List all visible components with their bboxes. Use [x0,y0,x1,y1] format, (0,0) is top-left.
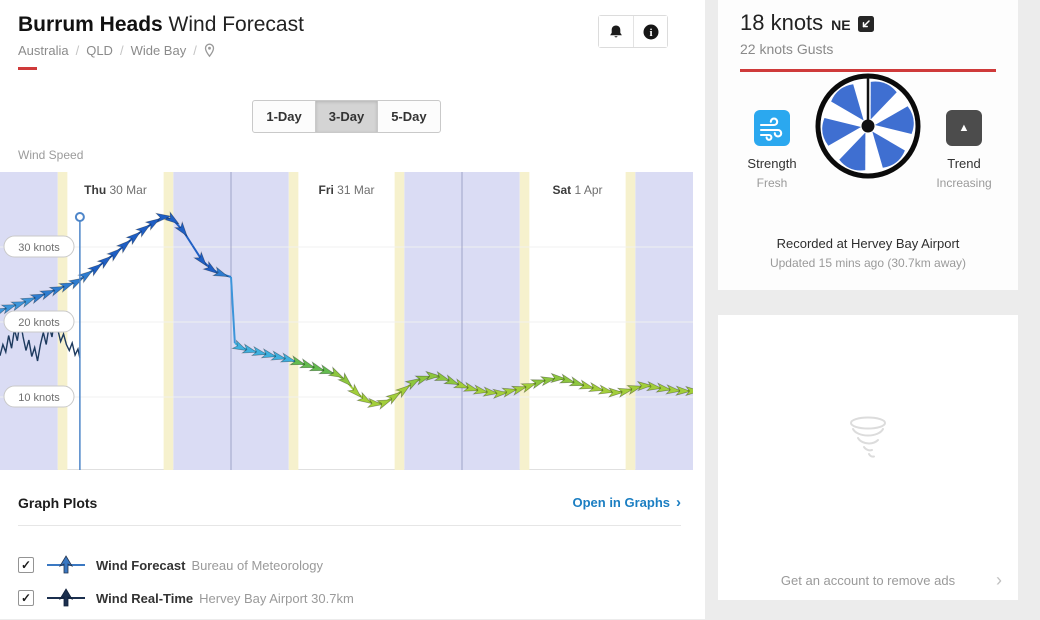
legend-source: Hervey Bay Airport 30.7km [199,590,354,606]
accent-underline [18,67,37,70]
header: Burrum Heads Wind Forecast Australia / QL… [0,0,705,70]
check-icon: ✓ [20,591,32,605]
recorded-at: Recorded at Hervey Bay Airport [776,236,960,251]
accent-divider [740,69,996,72]
strength-label: Strength [747,156,797,171]
trend-up-icon: ▲ [946,110,982,146]
info-button[interactable]: i [633,16,667,47]
remove-ads-link[interactable]: Get an account to remove ads › [718,570,1018,590]
strength-value: Fresh [756,176,788,190]
trend-gauge: ▲ Trend Increasing [928,110,1000,190]
breadcrumb-separator: / [75,43,80,58]
legend-row-wind-realtime: ✓ Wind Real-Time Hervey Bay Airport 30.7… [18,587,354,609]
ad-placeholder-card: Get an account to remove ads › [718,315,1018,600]
breadcrumb-wide-bay[interactable]: Wide Bay [130,43,187,58]
check-icon: ✓ [20,558,32,572]
trend-value: Increasing [936,176,992,190]
wind-realtime-plot-icon [47,588,85,607]
current-gusts: 22 knots Gusts [740,41,834,57]
wind-speed-chart[interactable]: Thu 30 Mar Fri 31 Mar Sat 1 Apr 30 knots 20 … [0,172,702,470]
open-in-graphs-link[interactable]: Open in Graphs › [572,494,681,511]
legend-label: Wind Real-Time [96,590,194,606]
svg-text:Thu 30 Mar: Thu 30 Mar [84,183,147,197]
tab-1-day[interactable]: 1-Day [252,100,316,133]
legend-label: Wind Forecast [96,557,186,573]
breadcrumb: Australia / QLD / Wide Bay / [18,43,687,58]
breadcrumb-separator: / [193,43,197,58]
trend-label: Trend [947,156,981,171]
svg-text:Sat 1 Apr: Sat 1 Apr [552,183,602,197]
breadcrumb-qld[interactable]: QLD [86,43,113,58]
tab-3-day[interactable]: 3-Day [314,100,379,133]
svg-text:10 knots: 10 knots [18,392,60,404]
current-wind-direction: NE [831,17,851,33]
tab-5-day[interactable]: 5-Day [377,100,441,133]
current-wind-speed: 18 knots [740,10,824,35]
header-actions: i [598,15,668,48]
graph-plots-section: Graph Plots Open in Graphs › [18,494,681,526]
page-title: Burrum Heads Wind Forecast [18,12,687,38]
strength-gauge: Strength Fresh [736,110,808,190]
breadcrumb-separator: / [119,43,124,58]
remove-ads-label: Get an account to remove ads [780,573,956,588]
chevron-right-icon: › [996,570,1002,590]
updated-ago: Updated 15 mins ago (30.7km away) [769,256,967,270]
chart-axis-label: Wind Speed [18,148,84,162]
plot-legend: ✓ Wind Forecast Bureau of Meteorology ✓ … [18,554,354,620]
forecast-panel: Burrum Heads Wind Forecast Australia / QL… [0,0,705,619]
location-pin-icon[interactable] [204,43,215,58]
wind-forecast-checkbox[interactable]: ✓ [18,557,34,573]
current-conditions-card: 18 knots NE 22 knots Gusts Strength Fres… [718,0,1018,290]
breadcrumb-australia[interactable]: Australia [18,43,69,58]
wind-realtime-checkbox[interactable]: ✓ [18,590,34,606]
wind-strength-icon [754,110,790,146]
wind-wheel-gauge [812,70,924,187]
svg-text:Fri 31 Mar: Fri 31 Mar [318,183,374,197]
tornado-icon [837,413,899,472]
page-subtitle: Wind Forecast [168,13,304,36]
legend-row-wind-forecast: ✓ Wind Forecast Bureau of Meteorology [18,554,354,576]
up-arrow-glyph: ▲ [958,122,970,134]
wind-direction-arrow-icon [857,16,874,37]
svg-text:20 knots: 20 knots [18,317,60,329]
bell-icon [610,25,622,37]
alerts-bell-button[interactable] [599,16,633,47]
svg-text:i: i [649,27,652,39]
gauges: Strength Fresh [740,72,996,242]
chevron-right-icon: › [676,494,681,511]
svg-text:30 knots: 30 knots [18,242,60,254]
location-name: Burrum Heads [18,13,163,36]
legend-source: Bureau of Meteorology [191,557,323,573]
range-tabs: 1-Day 3-Day 5-Day [0,100,693,133]
open-in-graphs-label: Open in Graphs [572,495,670,510]
graph-plots-title: Graph Plots [18,494,98,511]
wind-forecast-plot-icon [47,555,85,574]
info-icon: i [643,24,658,39]
